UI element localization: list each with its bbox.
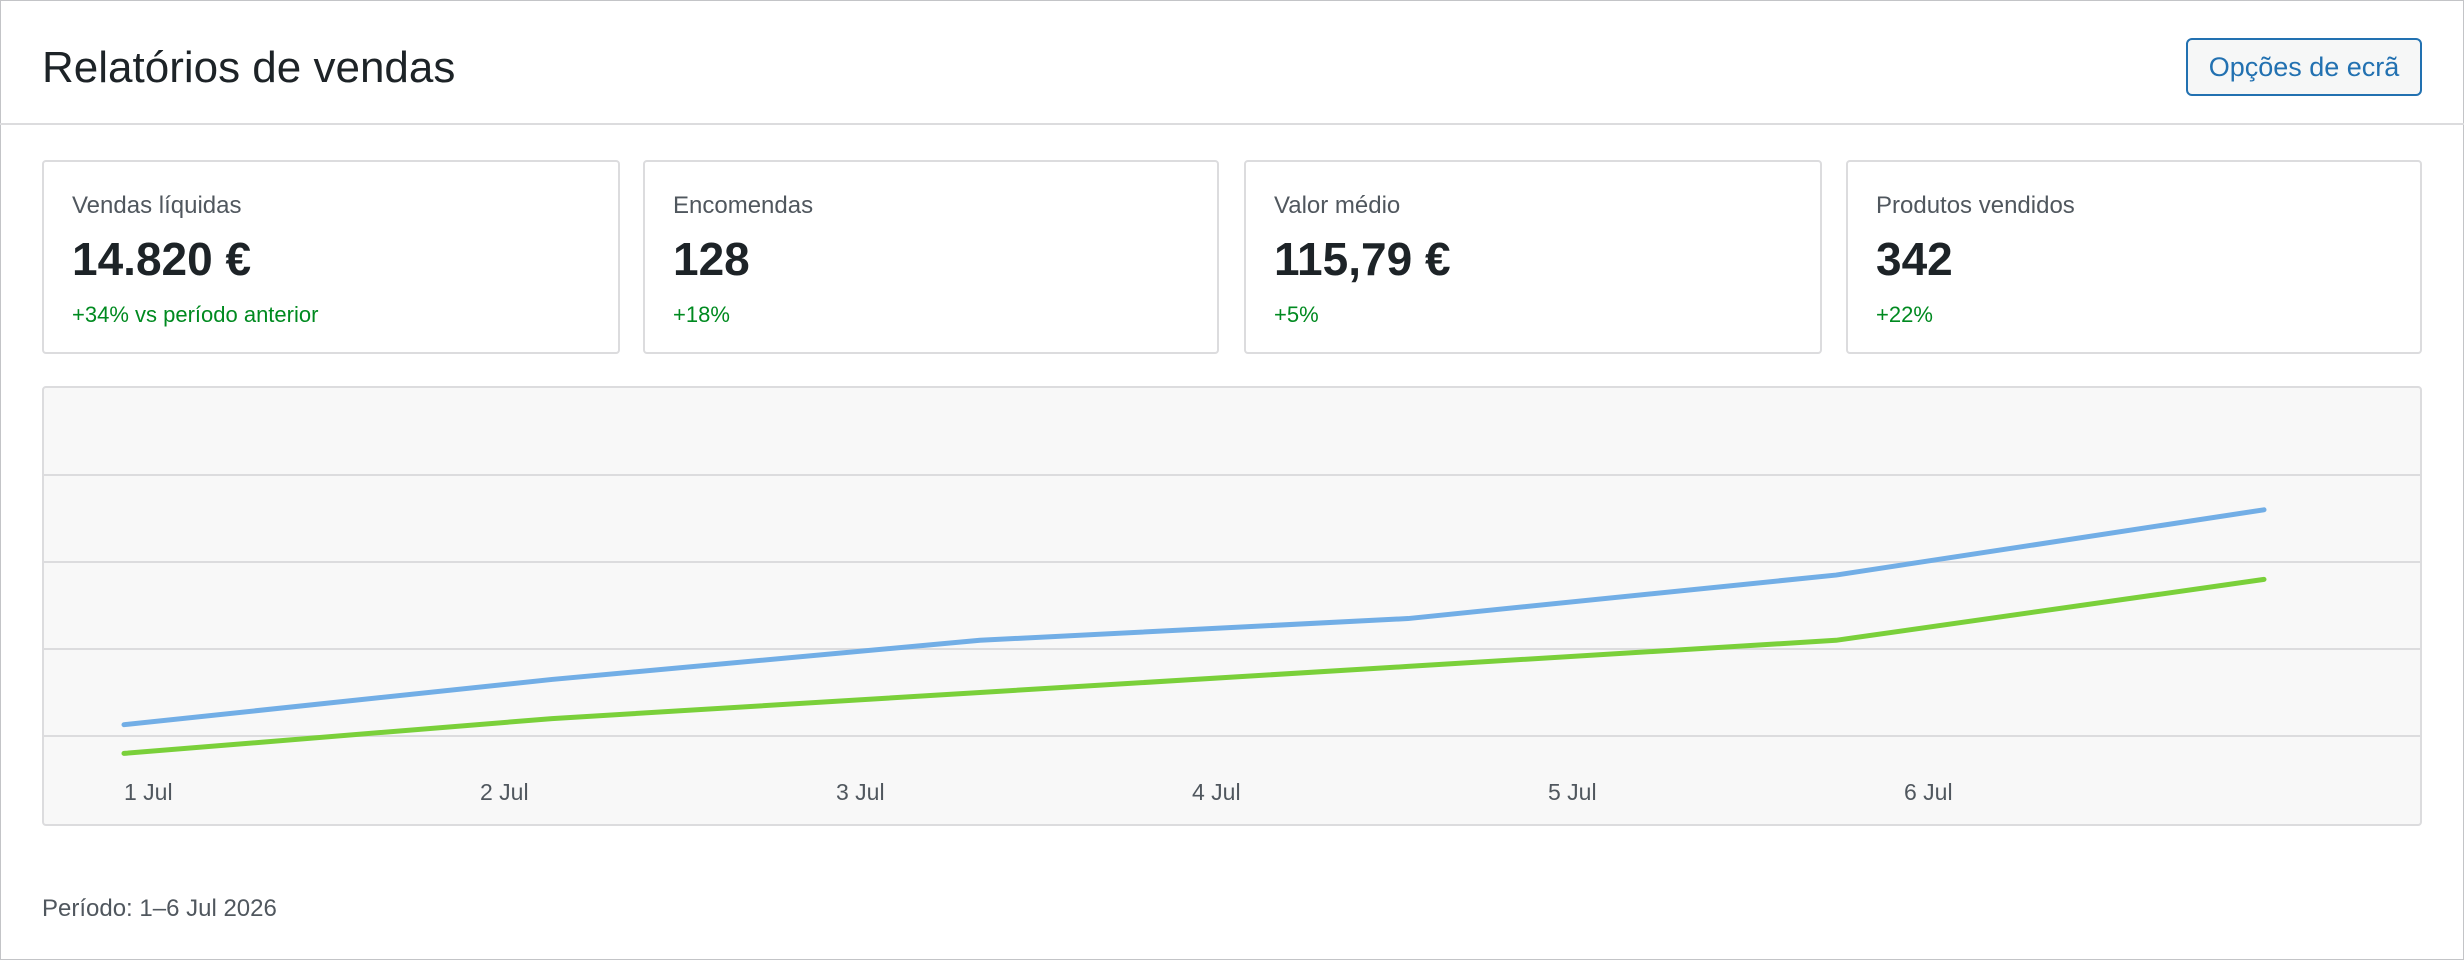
stat-label: Produtos vendidos [1876, 192, 2075, 219]
stat-card-orders: Encomendas 128 +18% [643, 160, 1219, 354]
x-tick-label: 4 Jul [1192, 779, 1241, 805]
sales-chart: 1 Jul 2 Jul 3 Jul 4 Jul 5 Jul 6 Jul [42, 386, 2422, 826]
page-header: Relatórios de vendas Opções de ecrã [0, 0, 2464, 125]
stats-row: Vendas líquidas 14.820 € +34% vs período… [42, 160, 2422, 354]
sales-chart-svg: 1 Jul 2 Jul 3 Jul 4 Jul 5 Jul 6 Jul [44, 474, 2420, 805]
period-label: Período: 1–6 Jul 2026 [42, 895, 277, 922]
page-title: Relatórios de vendas [42, 43, 456, 92]
stat-label: Vendas líquidas [72, 192, 242, 219]
x-tick-label: 5 Jul [1548, 779, 1597, 805]
stat-card-average-value: Valor médio 115,79 € +5% [1244, 160, 1822, 354]
stat-delta: +22% [1876, 302, 1933, 327]
stat-value: 128 [673, 233, 750, 285]
series-line-0 [121, 507, 2267, 728]
stat-delta: +5% [1274, 302, 1319, 327]
stat-delta: +18% [673, 302, 730, 327]
stat-value: 14.820 € [72, 233, 252, 285]
stat-label: Encomendas [673, 192, 814, 219]
series-line-1 [121, 576, 2267, 756]
screen-options-button[interactable]: Opções de ecrã [2186, 38, 2422, 96]
x-tick-label: 6 Jul [1904, 779, 1953, 805]
x-tick-label: 3 Jul [836, 779, 885, 805]
stat-value: 342 [1876, 233, 1953, 285]
stat-card-net-sales: Vendas líquidas 14.820 € +34% vs período… [42, 160, 620, 354]
stat-delta: +34% vs período anterior [72, 302, 319, 327]
x-tick-label: 1 Jul [124, 779, 173, 805]
stat-card-products-sold: Produtos vendidos 342 +22% [1846, 160, 2422, 354]
stat-value: 115,79 € [1274, 233, 1451, 285]
stat-label: Valor médio [1274, 192, 1401, 219]
x-tick-label: 2 Jul [480, 779, 529, 805]
